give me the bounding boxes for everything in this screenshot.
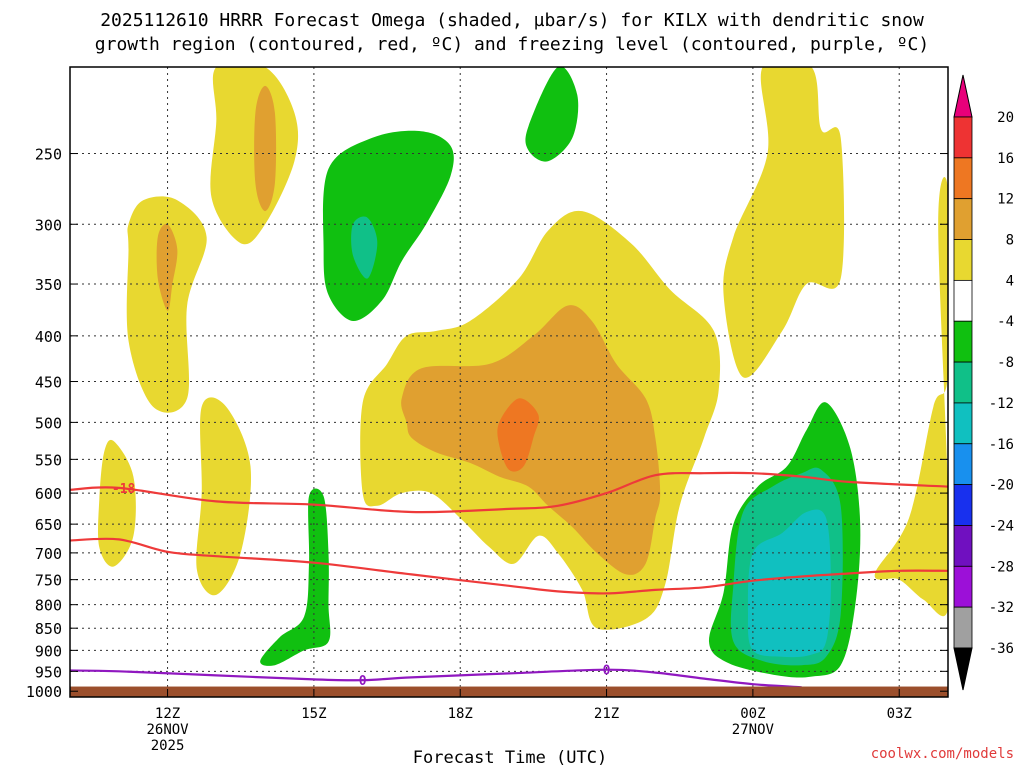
- y-tick-label-850: 850: [35, 620, 62, 638]
- colorbar-band-11: [953, 525, 973, 567]
- freezing-level-label-1: 0: [359, 674, 367, 689]
- x-tick-label-12Z: 12Z: [155, 706, 180, 722]
- omega-8-b: [156, 223, 178, 311]
- omega-neg-c: [260, 488, 331, 666]
- x-axis-label: Forecast Time (UTC): [413, 748, 607, 768]
- x-tick-date-00Z: 27NOV: [732, 722, 775, 738]
- colorbar-band-1: [953, 116, 973, 159]
- y-tick-label-900: 900: [35, 642, 62, 660]
- omega-neg-a: [322, 130, 454, 322]
- omega-8-a: [254, 85, 277, 212]
- colorbar-label-3: 8: [1006, 233, 1014, 249]
- x-tick-label-15Z: 15Z: [301, 706, 326, 722]
- omega-positive-f: [723, 67, 845, 378]
- y-tick-label-300: 300: [35, 216, 62, 234]
- colorbar-label-10: -24: [989, 518, 1014, 534]
- omega-positive-g: [874, 177, 948, 617]
- colorbar-label-9: -20: [989, 478, 1014, 494]
- colorbar-band-10: [953, 484, 973, 526]
- colorbar-band-9: [953, 443, 973, 486]
- y-tick-label-950: 950: [35, 663, 62, 681]
- x-tick-year-12Z: 2025: [151, 738, 185, 754]
- x-tick-label-21Z: 21Z: [594, 706, 619, 722]
- y-tick-label-1000: 1000: [26, 683, 62, 701]
- y-tick-label-750: 750: [35, 572, 62, 590]
- chart-title-line-2: growth region (contoured, red, ºC) and f…: [95, 34, 929, 55]
- x-tick-label-00Z: 00Z: [740, 706, 765, 722]
- colorbar-band-6: [953, 320, 973, 363]
- omega-neg-16: [747, 509, 831, 658]
- colorbar-label-8: -16: [989, 437, 1014, 453]
- colorbar-band-8: [953, 402, 973, 445]
- colorbar-label-4: 4: [1006, 273, 1014, 289]
- colorbar-label-0: 20: [997, 110, 1014, 126]
- colorbar-band-12: [953, 565, 973, 608]
- colorbar-band-4: [953, 239, 973, 281]
- freezing-level-line: [70, 668, 802, 689]
- colorbar-label-2: 12: [997, 192, 1014, 208]
- colorbar-band-2: [953, 157, 973, 200]
- y-tick-label-500: 500: [35, 414, 62, 432]
- freezing-level-label-2: 0: [603, 664, 611, 679]
- x-tick-label-18Z: 18Z: [448, 706, 473, 722]
- omega-positive-c: [97, 439, 136, 567]
- colorbar-band-7: [953, 361, 973, 404]
- y-tick-label-600: 600: [35, 485, 62, 503]
- colorbar-label-1: 16: [997, 151, 1014, 167]
- y-tick-label-250: 250: [35, 146, 62, 164]
- colorbar-label-6: -8: [997, 355, 1014, 371]
- y-tick-label-550: 550: [35, 451, 62, 469]
- y-tick-label-650: 650: [35, 516, 62, 534]
- colorbar-label-5: -4: [997, 314, 1014, 330]
- chart-title-line-1: 2025112610 HRRR Forecast Omega (shaded, …: [100, 10, 924, 31]
- colorbar-label-7: -12: [989, 396, 1014, 412]
- colorbar-band-5: [953, 279, 973, 322]
- colorbar: 20 16 12 8 4 -4 -8 -12 -16 -20 -24 -28 -32 -36: [953, 74, 1014, 691]
- dgz-bottom-line: [70, 537, 948, 595]
- surface-terrain: [70, 686, 948, 697]
- colorbar-label-11: -28: [989, 559, 1014, 575]
- colorbar-band-13: [953, 606, 973, 649]
- colorbar-top-arrow: [953, 74, 973, 118]
- temperature-contours: -18 0 0: [70, 471, 948, 689]
- omega-shaded-regions: [97, 67, 948, 678]
- dgz-top-label: -18: [112, 482, 136, 497]
- y-tick-label-350: 350: [35, 276, 62, 294]
- credit-text: coolwx.com/models: [871, 746, 1014, 762]
- y-tick-label-400: 400: [35, 328, 62, 346]
- omega-neg-b: [525, 67, 579, 162]
- colorbar-label-12: -32: [989, 600, 1014, 616]
- x-tick-label-03Z: 03Z: [887, 706, 912, 722]
- colorbar-band-3: [953, 198, 973, 240]
- y-tick-label-700: 700: [35, 545, 62, 563]
- omega-positive-d: [196, 397, 252, 596]
- omega-12: [497, 398, 539, 472]
- pressure-axis: 250 300 350 400 450 500 550 600 650 700 750 800 850 9…: [26, 146, 948, 701]
- y-tick-label-450: 450: [35, 374, 62, 392]
- dgz-top-line: [70, 471, 948, 514]
- colorbar-bottom-arrow: [953, 647, 973, 691]
- colorbar-label-13: -36: [989, 641, 1014, 657]
- x-tick-date-12Z: 26NOV: [146, 722, 189, 738]
- omega-neg-12-a: [351, 216, 378, 279]
- y-tick-label-800: 800: [35, 597, 62, 615]
